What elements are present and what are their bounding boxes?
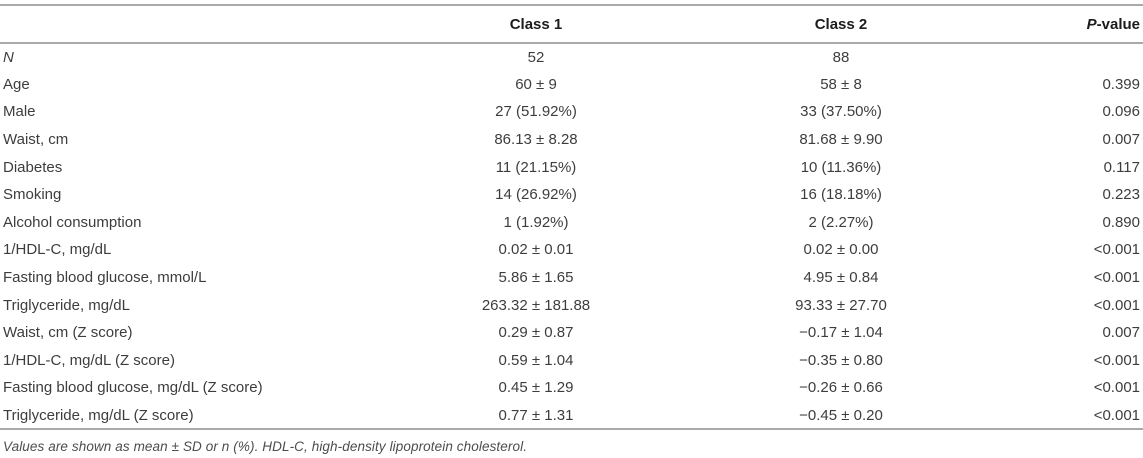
cell-class1: 263.32 ± 181.88 [481, 296, 591, 314]
cell-class1: 0.29 ± 0.87 [498, 324, 574, 342]
header-class1: Class 1 [388, 5, 684, 44]
cell-class1: 0.77 ± 1.31 [498, 406, 574, 424]
row-label: Male [3, 103, 36, 121]
table-row: Waist, cm 86.13 ± 8.28 81.68 ± 9.90 0.007 [0, 126, 1143, 154]
row-label: Fasting blood glucose, mmol/L [3, 269, 207, 287]
baseline-characteristics-table: Class 1 Class 2 P-value N 52 88 Age 60 ± 9 58… [0, 4, 1143, 431]
cell-pvalue [998, 43, 1143, 71]
cell-class1: 0.02 ± 0.01 [498, 241, 574, 259]
cell-class2: 10 (11.36%) [800, 158, 882, 176]
cell-pvalue: <0.001 [1093, 379, 1140, 397]
cell-class1: 60 ± 9 [515, 75, 557, 93]
table-row: Age 60 ± 9 58 ± 8 0.399 [0, 71, 1143, 99]
row-label: Waist, cm (Z score) [3, 324, 133, 342]
table-row: Male 27 (51.92%) 33 (37.50%) 0.096 [0, 98, 1143, 126]
cell-class1: 11 (21.15%) [495, 158, 577, 176]
header-pvalue: P-value [998, 5, 1143, 44]
row-label: Diabetes [3, 158, 63, 176]
cell-pvalue: 0.096 [1102, 103, 1140, 121]
table-row: Fasting blood glucose, mg/dL (Z score) 0.… [0, 374, 1143, 402]
cell-class2: 4.95 ± 0.84 [803, 269, 879, 287]
row-label: Age [3, 75, 30, 93]
cell-class2: 2 (2.27%) [808, 213, 874, 231]
cell-class2: −0.26 ± 0.66 [799, 379, 883, 397]
cell-pvalue: 0.117 [1103, 158, 1140, 176]
table-row: Waist, cm (Z score) 0.29 ± 0.87 −0.17 ± 1.… [0, 319, 1143, 347]
cell-pvalue: 0.223 [1102, 186, 1140, 204]
table-row: Fasting blood glucose, mmol/L 5.86 ± 1.65… [0, 264, 1143, 292]
cell-class2: 81.68 ± 9.90 [799, 131, 883, 149]
header-variable [0, 5, 388, 44]
row-label: Alcohol consumption [3, 213, 142, 231]
cell-class2: 16 (18.18%) [800, 186, 882, 204]
cell-class2: −0.35 ± 0.80 [799, 351, 883, 369]
cell-class2: 58 ± 8 [820, 75, 862, 93]
cell-class2: −0.45 ± 0.20 [799, 406, 883, 424]
cell-class1: 0.59 ± 1.04 [498, 351, 574, 369]
table-footnote: Values are shown as mean ± SD or n (%). … [3, 439, 528, 455]
cell-class2: −0.17 ± 1.04 [799, 324, 883, 342]
table-row: 1/HDL-C, mg/dL 0.02 ± 0.01 0.02 ± 0.00 <0.0… [0, 236, 1143, 264]
row-label: 1/HDL-C, mg/dL [3, 241, 112, 259]
cell-pvalue: 0.007 [1102, 324, 1140, 342]
row-label: Waist, cm [3, 131, 69, 149]
header-pvalue-p: P [1086, 15, 1097, 33]
cell-pvalue: <0.001 [1093, 241, 1140, 259]
cell-class1: 14 (26.92%) [495, 186, 577, 204]
table-row: Triglyceride, mg/dL 263.32 ± 181.88 93.33 … [0, 291, 1143, 319]
cell-pvalue: 0.007 [1102, 131, 1140, 149]
cell-pvalue: <0.001 [1093, 296, 1140, 314]
table-row: Alcohol consumption 1 (1.92%) 2 (2.27%) 0.8… [0, 209, 1143, 237]
cell-pvalue: 0.399 [1102, 75, 1140, 93]
table-body: N 52 88 Age 60 ± 9 58 ± 8 0.399 Male 27 (51.92%)… [0, 43, 1143, 429]
row-label: N [3, 48, 14, 66]
cell-class1: 27 (51.92%) [495, 103, 577, 121]
cell-class1: 86.13 ± 8.28 [494, 131, 578, 149]
cell-pvalue: <0.001 [1093, 351, 1140, 369]
cell-class1: 0.45 ± 1.29 [498, 379, 574, 397]
header-pvalue-suffix: -value [1096, 15, 1140, 33]
table-row: Diabetes 11 (21.15%) 10 (11.36%) 0.117 [0, 153, 1143, 181]
header-class2: Class 2 [684, 5, 998, 44]
cell-class1: 5.86 ± 1.65 [498, 269, 574, 287]
cell-class2: 33 (37.50%) [800, 103, 882, 121]
cell-pvalue: <0.001 [1093, 406, 1140, 424]
table-row: 1/HDL-C, mg/dL (Z score) 0.59 ± 1.04 −0.35… [0, 347, 1143, 375]
cell-pvalue: 0.890 [1102, 213, 1140, 231]
cell-class2: 88 [832, 48, 850, 66]
cell-class1: 52 [527, 48, 545, 66]
cell-class1: 1 (1.92%) [503, 213, 569, 231]
cell-class2: 0.02 ± 0.00 [803, 241, 879, 259]
row-label: 1/HDL-C, mg/dL (Z score) [3, 351, 175, 369]
row-label: Smoking [3, 186, 62, 204]
row-label: Triglyceride, mg/dL (Z score) [3, 406, 194, 424]
row-label: Triglyceride, mg/dL [3, 296, 130, 314]
table-row: Smoking 14 (26.92%) 16 (18.18%) 0.223 [0, 181, 1143, 209]
table-header-row: Class 1 Class 2 P-value [0, 5, 1143, 44]
table-row: N 52 88 [0, 43, 1143, 71]
cell-class2: 93.33 ± 27.70 [795, 296, 887, 314]
table-row: Triglyceride, mg/dL (Z score) 0.77 ± 1.31… [0, 402, 1143, 430]
row-label: Fasting blood glucose, mg/dL (Z score) [3, 379, 263, 397]
cell-pvalue: <0.001 [1093, 269, 1140, 287]
